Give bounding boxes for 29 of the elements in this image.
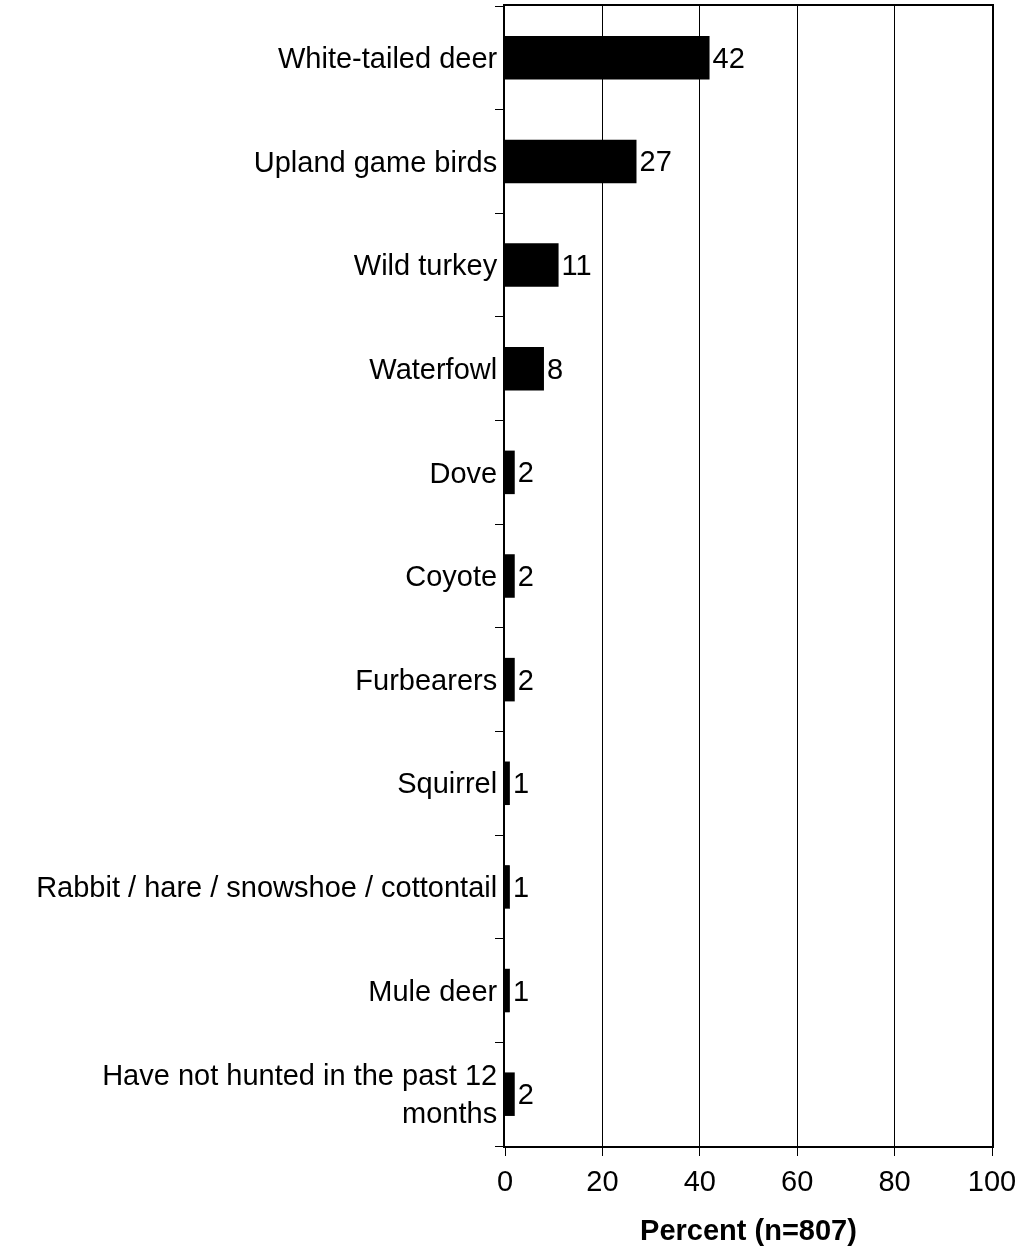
y-tick-label: Mule deer bbox=[368, 974, 498, 1007]
y-tick-label: Waterfowl bbox=[369, 352, 498, 385]
x-tick-label: 80 bbox=[878, 1164, 911, 1197]
x-tick-label: 100 bbox=[967, 1164, 1017, 1197]
x-tick-label: 60 bbox=[781, 1164, 814, 1197]
y-tick-label: Coyote bbox=[405, 560, 498, 593]
data-label: 2 bbox=[517, 1078, 534, 1111]
data-label: 2 bbox=[517, 663, 534, 696]
y-tick-label: Squirrel bbox=[397, 767, 498, 800]
y-tick-label: Have not hunted in the past 12 months bbox=[102, 1059, 498, 1130]
data-label: 42 bbox=[712, 41, 745, 74]
y-tick-label: Upland game birds bbox=[253, 145, 498, 178]
x-tick-label: 40 bbox=[683, 1164, 716, 1197]
x-tick-label: 20 bbox=[586, 1164, 619, 1197]
y-tick-label: Dove bbox=[429, 456, 498, 489]
x-tick-label: 0 bbox=[496, 1164, 514, 1197]
data-label: 2 bbox=[517, 456, 534, 489]
data-label: 1 bbox=[512, 870, 530, 903]
y-tick-label: Furbearers bbox=[355, 663, 498, 696]
y-tick-label: White-tailed deer bbox=[277, 41, 498, 74]
data-label: 11 bbox=[561, 249, 592, 282]
data-label: 27 bbox=[639, 145, 672, 178]
data-label: 1 bbox=[512, 974, 530, 1007]
y-tick-label: Wild turkey bbox=[353, 249, 498, 282]
data-label: 2 bbox=[517, 560, 534, 592]
y-tick-label: Rabbit / hare / snowshoe / cottontail bbox=[36, 871, 498, 904]
x-axis-title: Percent (n=807) bbox=[640, 1214, 857, 1247]
data-label: 8 bbox=[546, 352, 564, 385]
data-label: 1 bbox=[512, 767, 530, 800]
